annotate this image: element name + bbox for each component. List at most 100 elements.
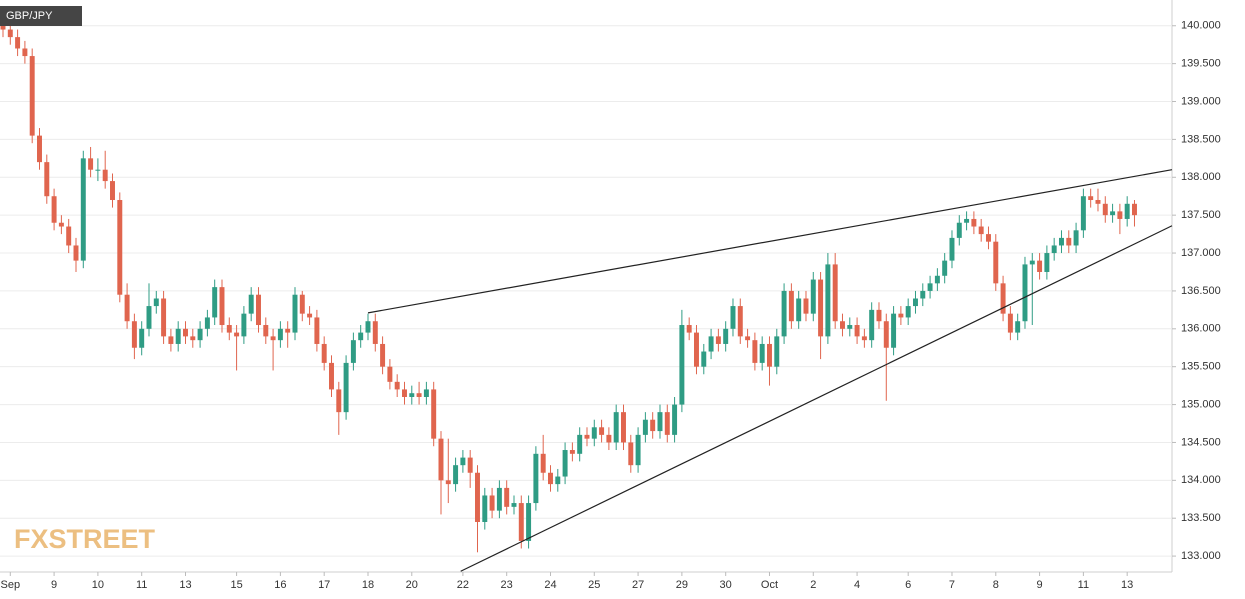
x-tick-label: 17 xyxy=(318,579,330,591)
candle-body xyxy=(642,419,648,435)
candle-body xyxy=(102,169,108,182)
candle-body xyxy=(606,434,612,443)
candle-body xyxy=(183,328,188,337)
candle-body xyxy=(416,393,422,397)
watermark: FXSTREET xyxy=(14,524,156,554)
x-tick-label: 25 xyxy=(588,579,600,591)
x-tick-label: 10 xyxy=(92,579,104,591)
candle-body xyxy=(657,412,663,432)
candle-body xyxy=(752,340,758,363)
candle-body xyxy=(1007,313,1013,333)
x-tick-label: 8 xyxy=(993,579,999,591)
candle-body xyxy=(51,196,57,223)
y-tick-label: 138.000 xyxy=(1181,171,1221,183)
candle-body xyxy=(810,279,816,314)
candle-body xyxy=(270,336,276,341)
candle-body xyxy=(883,321,889,348)
trend-line xyxy=(367,169,1173,314)
candle-body xyxy=(672,404,678,435)
candle-body xyxy=(540,453,546,473)
candle-body xyxy=(730,306,736,329)
candle-body xyxy=(15,37,21,49)
title-box xyxy=(0,6,82,26)
candle-body xyxy=(832,264,838,322)
y-tick-label: 136.000 xyxy=(1181,323,1221,335)
candle-body xyxy=(219,287,225,326)
x-tick-label: 24 xyxy=(544,579,556,591)
y-tick-label: 134.000 xyxy=(1181,474,1221,486)
x-tick-label: 2 xyxy=(810,579,816,591)
x-tick-label: Oct xyxy=(761,579,778,591)
candle-body xyxy=(248,294,254,314)
candle-body xyxy=(723,328,729,344)
candle-body xyxy=(387,366,393,382)
candle-body xyxy=(423,389,429,397)
candle-body xyxy=(431,389,437,439)
x-tick-label: 16 xyxy=(274,579,286,591)
candle-body xyxy=(153,298,159,307)
candle-body xyxy=(1066,237,1072,246)
x-tick-label: 22 xyxy=(457,579,469,591)
candle-body xyxy=(131,321,137,348)
candle-body xyxy=(591,427,597,439)
candle-body xyxy=(7,29,13,38)
candle-body xyxy=(927,283,933,291)
candle-body xyxy=(613,412,619,443)
candle-body xyxy=(95,169,101,171)
candle-body xyxy=(504,487,510,507)
candle-body xyxy=(628,442,634,466)
candle-body xyxy=(1073,230,1079,246)
y-tick-label: 138.500 xyxy=(1181,133,1221,145)
candle-body xyxy=(679,325,685,405)
candle-body xyxy=(299,294,305,314)
candle-body xyxy=(861,336,867,341)
candle-body xyxy=(599,427,605,435)
candle-body xyxy=(847,325,853,329)
candle-body xyxy=(905,306,911,318)
candle-body xyxy=(1051,245,1057,254)
candle-body xyxy=(1015,321,1021,333)
candle-body xyxy=(854,325,860,337)
candle-body xyxy=(942,260,948,276)
candle-body xyxy=(482,495,488,522)
candle-body xyxy=(920,290,926,299)
candle-body xyxy=(445,480,451,485)
candle-body xyxy=(708,336,714,352)
x-tick-label: 15 xyxy=(230,579,242,591)
candle-body xyxy=(1124,203,1130,219)
x-tick-label: 13 xyxy=(179,579,191,591)
candle-body xyxy=(818,279,824,337)
candle-body xyxy=(1022,264,1028,322)
candle-body xyxy=(380,343,386,367)
candle-body xyxy=(409,393,415,397)
candle-body xyxy=(635,434,641,466)
candle-body xyxy=(518,503,524,541)
candle-body xyxy=(767,343,772,367)
candle-body xyxy=(438,438,444,481)
candle-body xyxy=(292,294,298,333)
candle-body xyxy=(569,450,575,454)
candle-body xyxy=(840,321,845,329)
x-tick-label: 9 xyxy=(1037,579,1043,591)
candle-body xyxy=(73,245,79,261)
candle-body xyxy=(1080,196,1086,231)
candle-body xyxy=(168,336,174,344)
candle-body xyxy=(372,321,378,344)
candle-body xyxy=(745,336,751,341)
candle-body xyxy=(80,158,86,261)
candle-body xyxy=(467,457,473,473)
candle-body xyxy=(869,309,875,341)
candle-body xyxy=(22,48,28,57)
candle-body xyxy=(124,294,130,322)
x-tick-label: 6 xyxy=(905,579,911,591)
candle-body xyxy=(204,317,210,329)
candle-body xyxy=(978,226,984,235)
x-tick-label: 18 xyxy=(362,579,374,591)
candle-body xyxy=(256,294,261,326)
candle-body xyxy=(117,200,123,295)
x-tick-label: 29 xyxy=(676,579,688,591)
y-tick-label: 137.500 xyxy=(1181,209,1221,221)
candle-body xyxy=(37,135,42,163)
candle-body xyxy=(759,343,765,363)
